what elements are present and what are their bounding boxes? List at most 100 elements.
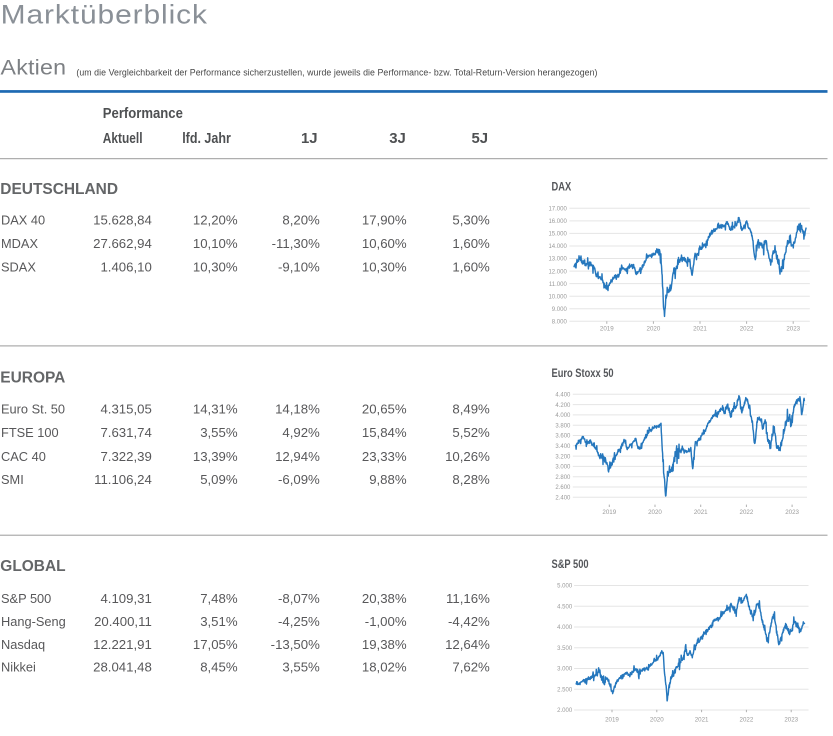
svg-text:2.600: 2.600 <box>555 485 571 491</box>
svg-text:4.200: 4.200 <box>555 403 571 409</box>
svg-text:2.800: 2.800 <box>555 475 571 481</box>
svg-text:2022: 2022 <box>740 717 754 724</box>
svg-text:17,05%: 17,05% <box>193 637 238 652</box>
svg-text:3,55%: 3,55% <box>200 425 238 440</box>
svg-text:5,30%: 5,30% <box>452 212 490 227</box>
svg-text:2.500: 2.500 <box>557 688 573 694</box>
svg-text:8,45%: 8,45% <box>200 660 238 675</box>
svg-text:3.600: 3.600 <box>555 434 571 440</box>
svg-text:5,09%: 5,09% <box>200 472 238 487</box>
svg-text:12.221,91: 12.221,91 <box>93 637 152 652</box>
svg-text:11.106,24: 11.106,24 <box>94 472 152 487</box>
svg-text:8,49%: 8,49% <box>452 402 490 417</box>
svg-text:Aktien: Aktien <box>1 55 67 79</box>
svg-text:20,38%: 20,38% <box>362 591 407 606</box>
svg-text:4.000: 4.000 <box>557 625 573 631</box>
svg-text:2019: 2019 <box>602 509 616 516</box>
svg-text:7,48%: 7,48% <box>200 591 238 606</box>
svg-text:EUROPA: EUROPA <box>0 369 65 386</box>
svg-text:10,10%: 10,10% <box>193 236 238 251</box>
svg-text:1.406,10: 1.406,10 <box>100 259 151 274</box>
svg-text:5.000: 5.000 <box>557 584 573 590</box>
svg-text:3.400: 3.400 <box>555 444 571 450</box>
svg-text:2023: 2023 <box>785 509 799 516</box>
svg-text:SMI: SMI <box>1 472 24 487</box>
svg-text:GLOBAL: GLOBAL <box>0 558 66 575</box>
svg-text:4.400: 4.400 <box>555 393 571 399</box>
svg-text:3,55%: 3,55% <box>282 660 320 675</box>
svg-text:12,20%: 12,20% <box>193 212 238 227</box>
svg-text:3J: 3J <box>389 131 406 147</box>
svg-text:-4,25%: -4,25% <box>278 614 320 629</box>
svg-text:-6,09%: -6,09% <box>278 472 320 487</box>
svg-text:2022: 2022 <box>740 509 754 516</box>
svg-text:4,92%: 4,92% <box>282 425 320 440</box>
svg-text:11,16%: 11,16% <box>446 591 490 606</box>
svg-text:-13,50%: -13,50% <box>271 637 320 652</box>
svg-text:14,18%: 14,18% <box>275 402 320 417</box>
svg-text:1,60%: 1,60% <box>452 236 490 251</box>
svg-text:10,26%: 10,26% <box>445 449 490 464</box>
svg-text:2021: 2021 <box>693 325 707 332</box>
svg-text:3.000: 3.000 <box>557 667 573 673</box>
svg-text:9,88%: 9,88% <box>369 472 407 487</box>
svg-text:Euro Stoxx 50: Euro Stoxx 50 <box>552 368 614 380</box>
svg-text:Nikkei: Nikkei <box>1 659 36 674</box>
svg-text:10,30%: 10,30% <box>362 259 407 274</box>
svg-text:8,28%: 8,28% <box>452 472 490 487</box>
svg-text:DAX: DAX <box>552 182 572 194</box>
svg-text:16.000: 16.000 <box>548 219 567 225</box>
svg-text:Nasdaq: Nasdaq <box>1 637 45 652</box>
svg-text:23,33%: 23,33% <box>362 449 407 464</box>
svg-text:15.628,84: 15.628,84 <box>93 212 152 227</box>
svg-text:8.000: 8.000 <box>552 320 568 326</box>
svg-text:2019: 2019 <box>600 325 614 332</box>
svg-text:9.000: 9.000 <box>552 307 568 313</box>
svg-text:4.109,31: 4.109,31 <box>100 591 151 606</box>
svg-text:17.000: 17.000 <box>548 207 567 213</box>
svg-text:3.800: 3.800 <box>555 423 571 429</box>
svg-text:Marktüberblick: Marktüberblick <box>1 0 208 29</box>
svg-text:17,90%: 17,90% <box>362 212 407 227</box>
svg-text:DAX 40: DAX 40 <box>1 212 45 227</box>
svg-text:27.662,94: 27.662,94 <box>93 236 152 251</box>
svg-text:10,60%: 10,60% <box>362 236 407 251</box>
svg-text:12,64%: 12,64% <box>445 637 490 652</box>
svg-text:20.400,11: 20.400,11 <box>94 614 152 629</box>
svg-text:7.322,39: 7.322,39 <box>100 449 151 464</box>
svg-text:(um die Vergleichbarkeit der P: (um die Vergleichbarkeit der Performance… <box>76 67 597 77</box>
svg-text:2023: 2023 <box>786 325 800 332</box>
svg-text:2021: 2021 <box>694 509 708 516</box>
svg-text:-11,30%: -11,30% <box>272 236 320 251</box>
svg-text:19,38%: 19,38% <box>362 637 407 652</box>
svg-text:20,65%: 20,65% <box>362 402 407 417</box>
svg-text:10.000: 10.000 <box>548 294 567 300</box>
svg-text:-8,07%: -8,07% <box>278 591 320 606</box>
svg-text:5,52%: 5,52% <box>452 425 490 440</box>
svg-text:11.000: 11.000 <box>549 282 568 288</box>
svg-text:4.500: 4.500 <box>557 605 573 611</box>
svg-text:SDAX: SDAX <box>1 259 36 274</box>
svg-text:2020: 2020 <box>648 509 662 516</box>
svg-text:5J: 5J <box>472 131 489 147</box>
svg-text:3.000: 3.000 <box>555 465 571 471</box>
svg-text:2022: 2022 <box>740 325 754 332</box>
svg-text:7,62%: 7,62% <box>452 660 490 675</box>
svg-text:CAC 40: CAC 40 <box>1 449 46 464</box>
svg-text:12,94%: 12,94% <box>275 449 320 464</box>
svg-text:-9,10%: -9,10% <box>278 259 320 274</box>
svg-text:3.500: 3.500 <box>557 646 573 652</box>
svg-text:7.631,74: 7.631,74 <box>100 425 151 440</box>
svg-text:1,60%: 1,60% <box>452 259 490 274</box>
svg-text:2019: 2019 <box>605 717 619 724</box>
svg-text:28.041,48: 28.041,48 <box>93 660 152 675</box>
svg-text:DEUTSCHLAND: DEUTSCHLAND <box>0 181 118 198</box>
svg-text:Hang-Seng: Hang-Seng <box>1 614 66 629</box>
svg-text:S&P 500: S&P 500 <box>552 559 589 571</box>
svg-text:14,31%: 14,31% <box>193 402 238 417</box>
svg-text:lfd. Jahr: lfd. Jahr <box>182 130 231 146</box>
svg-text:14.000: 14.000 <box>548 244 567 250</box>
svg-text:2020: 2020 <box>647 325 661 332</box>
svg-text:3.200: 3.200 <box>555 454 571 460</box>
svg-text:4.000: 4.000 <box>555 413 571 419</box>
